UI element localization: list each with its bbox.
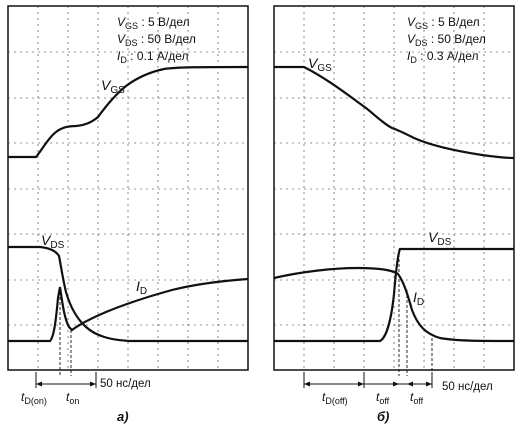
panel-a: VGS : 5 В/дел VDS : 50 В/дел ID : 0.1 А/… xyxy=(7,5,249,424)
panel-a-vds-curve xyxy=(8,245,248,343)
panel-b-toff-1: toff xyxy=(376,390,390,406)
panel-a-ton: ton xyxy=(66,390,79,406)
panel-a-caption: а) xyxy=(117,409,129,424)
panel-b-time-arrows xyxy=(304,381,432,387)
panel-a-scale-vgs: VGS : 5 В/дел xyxy=(117,15,190,31)
panel-b-vds-curve xyxy=(274,247,514,343)
panel-b-label-vgs: VGS xyxy=(308,55,332,74)
panel-a-time-arrows xyxy=(36,381,96,387)
panel-b-td-off: tD(off) xyxy=(322,390,348,406)
panel-b-label-vds: VDS xyxy=(428,229,452,248)
panel-b-caption: б) xyxy=(377,409,389,424)
panel-a-time-scale: 50 нс/дел xyxy=(100,378,151,390)
panel-a-scale-vds: VDS : 50 В/дел xyxy=(117,32,196,48)
panel-b-grid xyxy=(274,6,514,370)
panel-a-vgs-curve xyxy=(8,65,249,159)
panel-b-vgs-curve xyxy=(274,65,515,160)
panel-a-scale-id: ID : 0.1 А/дел xyxy=(117,49,188,65)
panel-b-label-id: ID xyxy=(413,289,424,308)
panel-b: VGS : 5 В/дел VDS : 50 В/дел ID : 0.3 А/… xyxy=(273,5,515,424)
panel-b-scale-vds: VDS : 50 В/дел xyxy=(407,32,486,48)
panel-b-scale-vgs: VGS : 5 В/дел xyxy=(407,15,480,31)
panel-b-id-curve xyxy=(273,266,515,343)
panel-a-label-vds: VDS xyxy=(41,232,65,251)
panel-b-toff-2: toff xyxy=(410,390,424,406)
panel-a-label-id: ID xyxy=(136,278,147,297)
panel-a-time-ticks xyxy=(35,372,97,388)
panel-a-id-curve xyxy=(8,277,249,343)
panel-a-label-vgs: VGS xyxy=(101,77,125,96)
panel-b-time-scale: 50 нс/дел xyxy=(442,381,493,393)
panel-a-td-on: tD(on) xyxy=(21,390,47,406)
panel-b-scale-id: ID : 0.3 А/дел xyxy=(407,49,478,65)
